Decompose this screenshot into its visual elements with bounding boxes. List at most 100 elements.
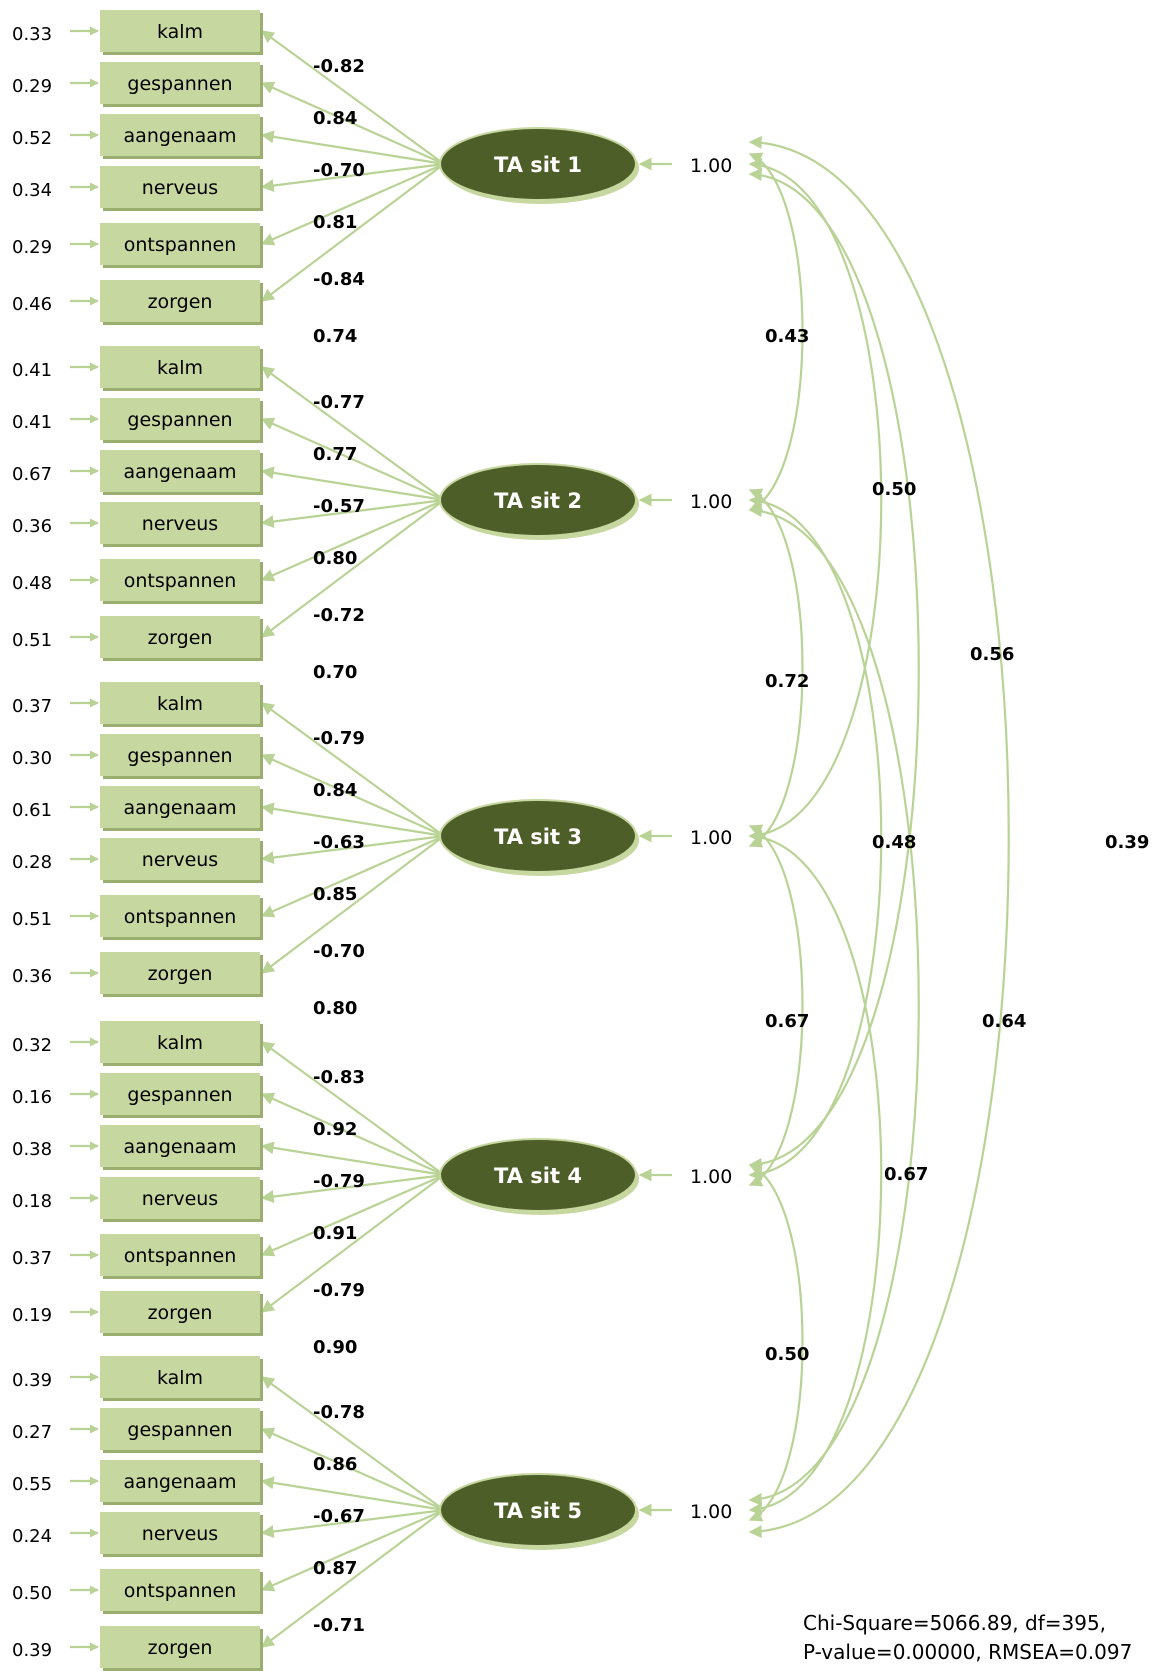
factor-label: TA sit 2 [494, 489, 582, 513]
correlation-label: 0.67 [765, 1011, 809, 1032]
factor-ellipse [439, 799, 637, 873]
correlation-curve [748, 158, 883, 842]
correlation-label: 0.43 [765, 326, 809, 347]
correlation-label: 0.67 [884, 1164, 928, 1185]
indicator-label: kalm [157, 693, 203, 715]
indicator-label: ontspannen [124, 1245, 237, 1267]
correlation-curve [748, 135, 1010, 1539]
loading-layer [70, 26, 672, 1652]
error-variance-label: 0.50 [12, 1583, 52, 1604]
indicator-label: nerveus [142, 513, 218, 535]
indicator-label: zorgen [148, 1637, 213, 1659]
indicator-label: ontspannen [124, 234, 237, 256]
indicator-2-gespannen-box [100, 398, 260, 440]
factor-ellipse [439, 127, 637, 201]
loading-path [260, 466, 445, 502]
loading-path [260, 1174, 445, 1313]
indicator-1-zorgen-box [100, 280, 260, 322]
indicator-label: gespannen [127, 73, 232, 95]
indicator-4-kalm-box [100, 1021, 260, 1063]
indicator-label: aangenaam [124, 797, 237, 819]
loading-label: 0.90 [313, 1337, 357, 1358]
loading-path [260, 834, 445, 918]
error-variance-label: 0.30 [12, 748, 52, 769]
indicator-label: aangenaam [124, 461, 237, 483]
correlation-layer [748, 135, 1010, 1539]
loading-path [260, 366, 445, 501]
indicator-5-ontspannen-box [100, 1569, 260, 1611]
loading-path [260, 130, 445, 166]
indicator-3-kalm-box [100, 682, 260, 724]
factor-block-5: kalm gespannen aangenaam nerveus ontspannen z… [100, 1356, 639, 1671]
indicator-1-aangenaam-box [100, 114, 260, 156]
indicator-5-kalm-box [100, 1356, 260, 1398]
factor-variance-label: 1.00 [690, 155, 732, 177]
loading-path [260, 163, 445, 302]
indicator-3-zorgen-box [100, 952, 260, 994]
indicator-3-gespannen-box [100, 734, 260, 776]
correlation-curve [748, 504, 920, 1506]
indicator-1-kalm-box [100, 10, 260, 52]
indicator-label: ontspannen [124, 570, 237, 592]
indicator-label: kalm [157, 1367, 203, 1389]
loading-path [260, 1141, 445, 1177]
factor-ellipse [439, 1473, 637, 1547]
factor-label: TA sit 1 [494, 153, 582, 177]
factor-block-1: kalm gespannen aangenaam nerveus ontspannen z… [100, 10, 639, 325]
factor-variance-label: 1.00 [690, 491, 732, 513]
loading-label: 0.77 [313, 444, 357, 465]
error-variance-label: 0.34 [12, 180, 52, 201]
factor-block-4: kalm gespannen aangenaam nerveus ontspannen z… [100, 1021, 639, 1336]
factor-variance-label: 1.00 [690, 1166, 732, 1188]
loading-path [260, 1508, 445, 1538]
indicator-1-ontspannen-box [100, 223, 260, 265]
correlation-label: 0.64 [982, 1011, 1026, 1032]
indicator-4-aangenaam-box [100, 1125, 260, 1167]
fit-statistics-line2: P-value=0.00000, RMSEA=0.097 [803, 1640, 1132, 1664]
loading-path [260, 835, 445, 974]
loading-label: 0.80 [313, 548, 357, 569]
loading-label: -0.79 [313, 1280, 365, 1301]
indicator-label: gespannen [127, 1084, 232, 1106]
indicator-label: aangenaam [124, 125, 237, 147]
error-variance-label: 0.39 [12, 1370, 52, 1391]
error-variance-label: 0.51 [12, 909, 52, 930]
correlation-curve [748, 1163, 804, 1522]
error-variance-label: 0.37 [12, 1248, 52, 1269]
error-variance-label: 0.41 [12, 412, 52, 433]
indicator-label: aangenaam [124, 1471, 237, 1493]
indicator-1-gespannen-box [100, 62, 260, 104]
correlation-label: 0.56 [970, 644, 1014, 665]
loading-label: -0.70 [313, 941, 365, 962]
indicator-label: zorgen [148, 291, 213, 313]
error-variance-label: 0.37 [12, 696, 52, 717]
factor-variance-label: 1.00 [690, 827, 732, 849]
error-variance-label: 0.27 [12, 1422, 52, 1443]
loading-label: 0.81 [313, 212, 357, 233]
error-variance-label: 0.18 [12, 1191, 52, 1212]
correlation-label: 0.72 [765, 671, 809, 692]
loading-path [260, 1427, 445, 1512]
error-variance-label: 0.51 [12, 630, 52, 651]
error-variance-label: 0.29 [12, 237, 52, 258]
factor-ellipse [439, 463, 637, 537]
indicator-5-nerveus-box [100, 1512, 260, 1554]
error-variance-label: 0.24 [12, 1526, 52, 1547]
error-variance-label: 0.16 [12, 1087, 52, 1108]
node-layer: kalm gespannen aangenaam nerveus ontspannen z… [100, 10, 639, 1671]
loading-path [260, 498, 445, 528]
loading-label: 0.84 [313, 108, 357, 129]
factor-label: TA sit 3 [494, 825, 582, 849]
error-variance-label: 0.19 [12, 1305, 52, 1326]
loading-label: 0.86 [313, 1454, 357, 1475]
correlation-curve [748, 488, 804, 848]
indicator-label: kalm [157, 1032, 203, 1054]
error-variance-label: 0.36 [12, 966, 52, 987]
factor-label: TA sit 5 [494, 1499, 582, 1523]
correlation-curve [748, 168, 920, 1171]
indicator-label: gespannen [127, 409, 232, 431]
correlation-label: 0.50 [765, 1344, 809, 1365]
loading-label: 0.87 [313, 1558, 357, 1579]
fit-statistics-line1: Chi-Square=5066.89, df=395, [803, 1611, 1106, 1635]
